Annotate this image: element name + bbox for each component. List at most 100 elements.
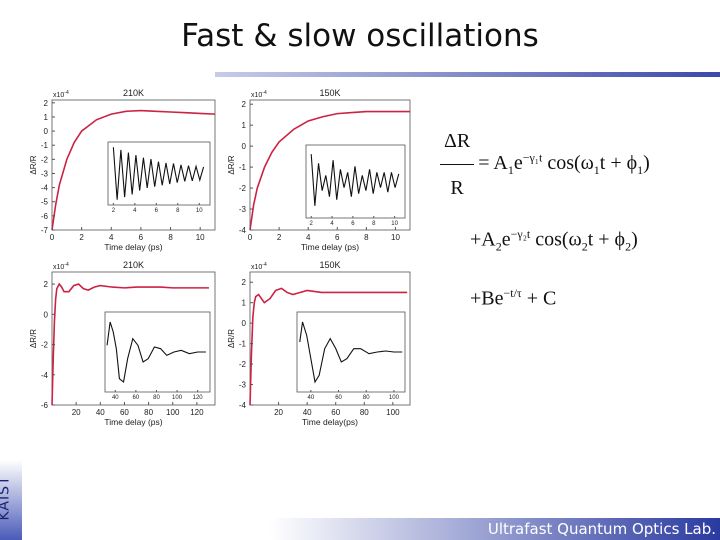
panel-title: 150K (319, 88, 340, 98)
equation-term: −γ₂t (510, 227, 531, 241)
inset-line (299, 321, 403, 384)
panel-title: 210K (123, 88, 144, 98)
x-tick-label: 10 (196, 233, 205, 242)
equation: ΔR R = A1e−γ₁t cos(ω1t + ϕ1) +A2e−γ₂t cos(ω… (440, 118, 650, 321)
y-axis-label: ΔR/R (227, 155, 236, 174)
y-tick-label: -2 (41, 341, 49, 350)
inset-x-tick-label: 80 (153, 395, 160, 401)
x-tick-label: 10 (391, 233, 400, 242)
title-rule (215, 72, 720, 77)
x-tick-label: 100 (166, 408, 180, 417)
panel-title: 210K (123, 260, 144, 270)
x-tick-label: 2 (277, 233, 282, 242)
y-tick-label: -7 (41, 226, 49, 235)
y-axis-label: ΔR/R (227, 329, 236, 348)
inset-x-tick-label: 40 (308, 395, 315, 401)
y-tick-label: -2 (239, 184, 247, 193)
x-tick-label: 80 (360, 408, 369, 417)
exponent-base: x10 (251, 92, 262, 99)
y-tick-label: -4 (239, 226, 247, 235)
equation-term: + C (521, 287, 557, 310)
equation-row: ΔR R = A1e−γ₁t cos(ω1t + ϕ1) (440, 118, 650, 211)
equation-term: ) (643, 152, 650, 175)
y-tick-label: -3 (239, 381, 247, 390)
exponent-base: x10 (251, 264, 262, 271)
axis-exponent: x10-4 (251, 90, 267, 99)
inset-x-tick-label: 2 (112, 208, 116, 214)
axis-exponent: x10-4 (251, 262, 267, 271)
equation-row: +Be−t/τ + C (440, 270, 650, 322)
equation-term: ) (631, 228, 638, 251)
y-tick-label: -6 (41, 212, 49, 221)
exponent-base: x10 (53, 92, 64, 99)
equation-term: +Be (470, 287, 504, 310)
equation-term: 2 (581, 239, 588, 254)
inset-x-tick-label: 10 (196, 208, 203, 214)
inset-frame (104, 311, 211, 393)
footer: Ultrafast Quantum Optics Lab. (270, 518, 720, 540)
y-tick-label: -3 (239, 205, 247, 214)
y-axis-label: ΔR/R (29, 329, 38, 348)
data-line (249, 287, 408, 406)
y-tick-label: -4 (41, 371, 49, 380)
inset-frame (305, 144, 406, 219)
y-tick-label: 2 (44, 280, 49, 289)
equation-term: −γ₁t (522, 150, 543, 165)
slide-title: Fast & slow oscillations (181, 18, 539, 54)
equation-term: cos(ω (542, 152, 594, 175)
equation-term: 2 (625, 239, 632, 254)
equation-term: −t/τ (503, 285, 522, 300)
inset-x-tick-label: 60 (133, 395, 140, 401)
exponent-power: -4 (64, 262, 69, 268)
y-tick-label: -2 (41, 155, 49, 164)
x-tick-label: 20 (274, 408, 283, 417)
y-tick-label: 2 (242, 278, 247, 287)
inset-x-tick-label: 8 (372, 221, 376, 227)
inset-x-tick-label: 60 (335, 395, 342, 401)
equation-term: 2 (495, 239, 502, 254)
side-bar: KAIST (0, 460, 22, 540)
inset-x-tick-label: 100 (389, 395, 400, 401)
x-axis-label: Time delay (ps) (301, 242, 359, 252)
y-tick-label: -4 (239, 401, 247, 410)
exponent-power: -4 (262, 90, 267, 96)
data-line (51, 109, 216, 231)
inset-x-tick-label: 4 (330, 221, 334, 227)
data-line (249, 110, 410, 231)
exponent-base: x10 (53, 264, 64, 271)
y-tick-label: -6 (41, 401, 49, 410)
panel-title: 150K (319, 260, 340, 270)
x-tick-label: 100 (386, 408, 400, 417)
equation-term: 1 (637, 163, 644, 178)
y-tick-label: 0 (44, 127, 49, 136)
y-tick-label: 2 (44, 99, 49, 108)
x-tick-label: 8 (364, 233, 369, 242)
x-axis-label: Time delay(ps) (302, 417, 358, 427)
equation-term: = A (478, 152, 508, 175)
equation-term: e (513, 152, 523, 175)
x-tick-label: 40 (96, 408, 105, 417)
x-tick-label: 80 (144, 408, 153, 417)
y-tick-label: -2 (239, 360, 247, 369)
y-tick-label: -1 (239, 163, 247, 172)
inset-x-tick-label: 120 (193, 395, 204, 401)
inset-x-tick-label: 6 (351, 221, 355, 227)
axis-exponent: x10-4 (53, 90, 69, 99)
equation-term: t + ϕ (599, 152, 638, 175)
inset-line (112, 147, 205, 200)
x-tick-label: 2 (79, 233, 84, 242)
denominator: R (450, 177, 464, 199)
inset-x-tick-label: 10 (391, 221, 398, 227)
x-tick-label: 6 (139, 233, 144, 242)
x-tick-label: 40 (303, 408, 312, 417)
inset-x-tick-label: 2 (310, 221, 314, 227)
y-tick-label: 0 (44, 310, 49, 319)
y-axis-label: ΔR/R (29, 155, 38, 174)
inset-x-tick-label: 8 (176, 208, 180, 214)
x-tick-label: 20 (72, 408, 81, 417)
exponent-power: -4 (64, 90, 69, 96)
fraction: ΔR R (440, 118, 475, 211)
x-tick-label: 4 (306, 233, 311, 242)
